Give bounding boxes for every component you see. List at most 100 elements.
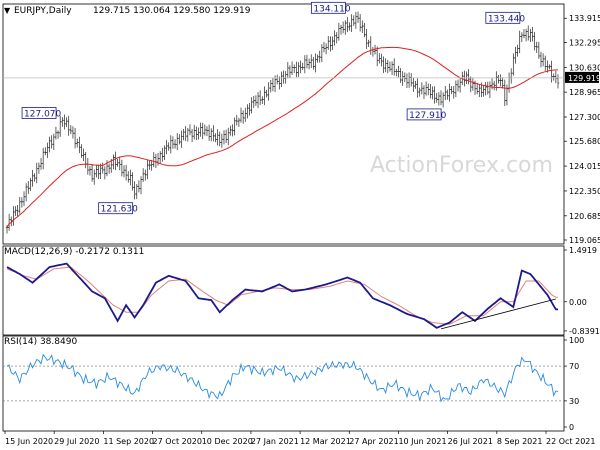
last-price-badge: 129.919: [565, 71, 600, 83]
price-tick-label: 128.965: [569, 88, 600, 97]
price-bar: [129, 169, 132, 186]
price-bar: [401, 71, 404, 86]
x-tick-label: 12 Mar 2021: [300, 437, 351, 446]
price-bar: [514, 46, 517, 64]
price-level-label: 127.910: [406, 108, 447, 121]
price-bar: [318, 50, 321, 63]
price-bar: [146, 159, 149, 180]
price-bar: [369, 36, 372, 55]
price-bar: [420, 82, 424, 95]
price-bar: [148, 160, 151, 170]
watermark: ActionForex.com: [370, 153, 553, 178]
price-bar: [231, 124, 234, 137]
price-bar: [93, 169, 96, 185]
x-tick-label: 22 Oct 2021: [546, 437, 595, 446]
price-bar: [346, 17, 349, 33]
price-tick-label: 122.350: [569, 187, 600, 196]
rsi-tick-label: 0: [569, 423, 574, 432]
price-bar: [492, 80, 496, 91]
price-bar: [78, 136, 81, 154]
price-bar: [539, 51, 543, 68]
price-bar: [390, 61, 394, 75]
price-bar: [237, 117, 241, 127]
price-bar: [352, 15, 355, 26]
price-bar: [437, 92, 441, 106]
price-bar: [46, 142, 49, 159]
price-bar: [520, 32, 524, 43]
price-bar: [269, 79, 272, 93]
price-bar: [144, 169, 147, 181]
price-bar: [35, 162, 38, 184]
chart-title: EURJPY,Daily: [14, 6, 72, 16]
price-bar: [90, 163, 94, 182]
price-bar: [267, 82, 270, 101]
price-bar: [39, 157, 43, 170]
price-bar: [171, 136, 175, 149]
ohlc-readout: 129.715 130.064 129.580 129.919: [93, 6, 251, 16]
price-bar: [361, 20, 364, 33]
price-level-text: 127.910: [409, 111, 446, 121]
price-bar: [322, 41, 326, 53]
price-tick-label: 133.915: [569, 14, 600, 23]
price-bar: [137, 180, 141, 193]
macd-layer: [6, 262, 558, 330]
price-bar: [256, 92, 260, 109]
price-bar: [161, 147, 164, 162]
price-bar: [261, 96, 264, 104]
price-level-label: 121.630: [98, 202, 138, 215]
x-tick-label: 27 Oct 2020: [153, 437, 202, 446]
price-bar: [210, 128, 213, 142]
price-bar: [239, 107, 243, 123]
price-bar: [50, 135, 53, 149]
price-bar: [307, 58, 311, 70]
price-bar: [118, 157, 121, 171]
price-bar: [395, 68, 398, 77]
price-bar: [365, 28, 368, 49]
x-tick-label: 27 Apr 2021: [349, 437, 398, 446]
price-bar: [201, 122, 204, 140]
price-bar: [512, 53, 515, 76]
price-bar: [95, 164, 98, 178]
price-bar: [439, 90, 443, 106]
price-bar: [156, 152, 160, 166]
price-bar: [380, 53, 383, 67]
x-tick-label: 10 Jun 2021: [398, 437, 446, 446]
price-bar: [529, 28, 532, 43]
price-bar: [452, 86, 455, 99]
price-bar: [388, 61, 392, 72]
price-bar: [399, 68, 402, 83]
panel-frame: [2, 3, 565, 245]
price-bar: [378, 53, 381, 64]
price-bar: [418, 87, 421, 97]
price-bar: [301, 62, 304, 70]
price-bar: [244, 107, 247, 122]
price-bar: [429, 84, 432, 99]
price-bar: [182, 128, 185, 141]
price-bar: [458, 77, 462, 93]
price-bar: [431, 86, 434, 100]
price-bar: [252, 95, 255, 108]
price-bar: [165, 140, 168, 155]
price-bar: [41, 147, 45, 170]
price-bar: [69, 125, 73, 135]
price-bar: [190, 128, 194, 143]
price-bar: [169, 135, 173, 154]
price-bar: [405, 73, 409, 88]
price-bar: [56, 130, 60, 139]
price-bar: [65, 117, 68, 128]
price-bar: [548, 64, 551, 70]
price-bar: [475, 82, 479, 95]
price-bar: [482, 85, 485, 97]
price-bar: [280, 71, 283, 88]
price-bar: [258, 90, 262, 105]
chart-dropdown-icon[interactable]: ▼: [4, 6, 11, 15]
price-tick-label: 124.015: [569, 162, 600, 171]
price-bar: [107, 163, 111, 174]
price-bar: [52, 133, 56, 151]
macd-tick-label: 0.00: [569, 298, 587, 307]
x-tick-label: 15 Jun 2020: [5, 437, 53, 446]
macd-line: [6, 262, 558, 329]
axis-layer: 133.915 132.295 130.630 128.965 127.300 125.6…: [4, 14, 600, 446]
price-bar: [114, 151, 117, 171]
